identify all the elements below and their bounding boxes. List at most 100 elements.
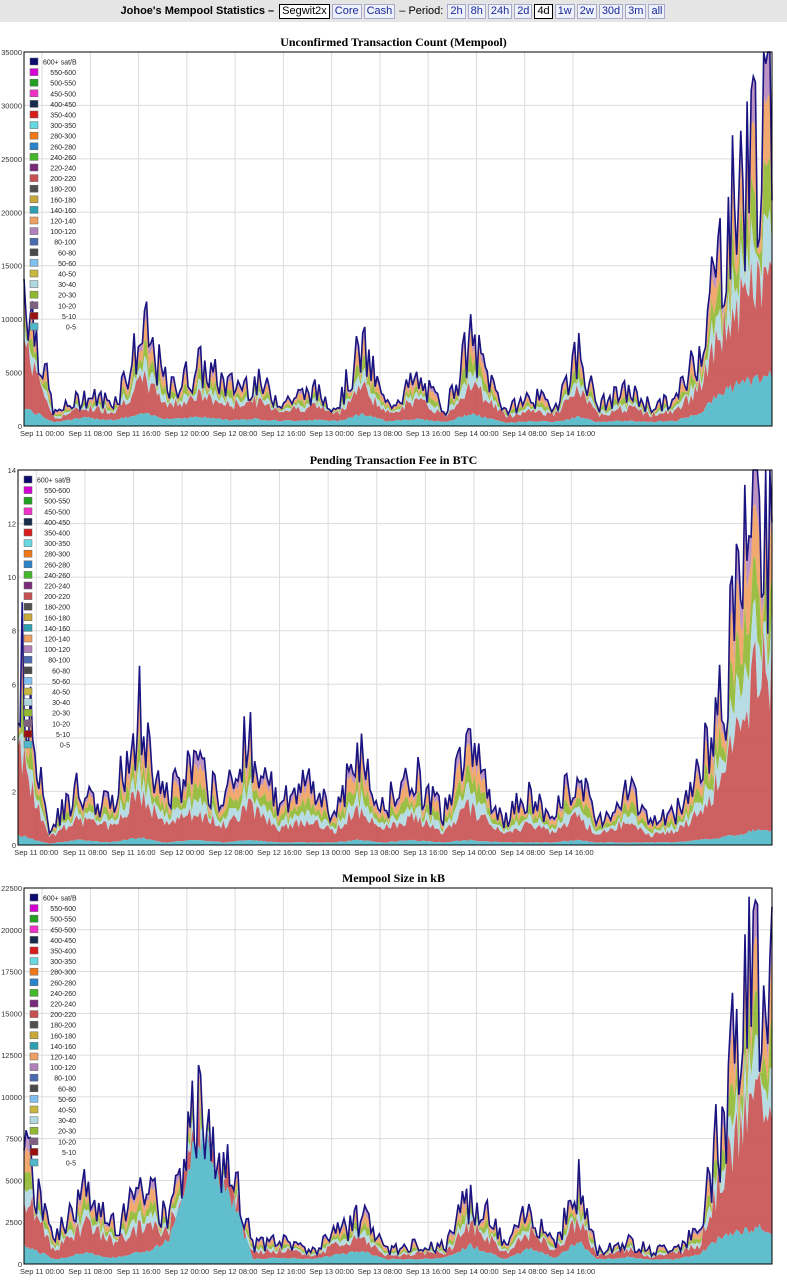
site-title: Johoe's Mempool Statistics – — [120, 5, 275, 17]
band-0-5 — [18, 829, 772, 845]
legend-swatch — [23, 634, 33, 643]
x-tick-label: Sep 12 16:00 — [261, 1267, 306, 1276]
legend-label: 0-5 — [66, 1161, 76, 1168]
legend-label: 280-300 — [50, 970, 76, 977]
legend-swatch — [23, 518, 33, 526]
legend-label: 550-600 — [50, 906, 76, 913]
x-tick-label: Sep 12 00:00 — [165, 429, 210, 438]
legend-swatch — [23, 624, 33, 632]
legend-swatch — [23, 677, 33, 685]
legend-swatch — [29, 174, 39, 182]
legend-label: 200-220 — [50, 176, 76, 183]
legend-swatch — [23, 613, 33, 622]
band-120-140 — [24, 93, 772, 417]
legend-swatch — [23, 730, 33, 738]
period-2d-button[interactable]: 2d — [514, 3, 533, 19]
band-120-140 — [18, 504, 772, 836]
period-24h-button[interactable]: 24h — [487, 3, 513, 19]
x-tick-label: Sep 12 08:00 — [213, 429, 258, 438]
x-tick-label: Sep 13 16:00 — [403, 848, 448, 857]
x-tick-label: Sep 13 00:00 — [306, 848, 351, 857]
x-tick-label: Sep 13 00:00 — [309, 1267, 354, 1276]
y-tick-label: 12 — [8, 520, 16, 529]
plot-frame — [23, 51, 773, 427]
period-4d-button[interactable]: 4d — [534, 3, 553, 19]
legend-swatch — [29, 237, 39, 246]
legend-swatch — [23, 592, 33, 600]
legend-label: 280-300 — [50, 134, 76, 141]
period-label: – Period: — [399, 5, 444, 17]
plot-frame — [23, 887, 773, 1265]
legend-swatch — [23, 655, 33, 664]
period-2w-button[interactable]: 2w — [576, 3, 597, 19]
period-2h-button[interactable]: 2h — [447, 3, 466, 19]
x-tick-label: Sep 14 00:00 — [452, 848, 497, 857]
legend-label: 600+ sat/B — [37, 478, 71, 485]
series-total-line — [17, 469, 773, 836]
legend-swatch — [23, 549, 33, 558]
legend-label: 0-5 — [66, 325, 76, 332]
band-200-220 — [24, 259, 772, 423]
legend-label: 100-120 — [50, 1065, 76, 1072]
period-8h-button[interactable]: 8h — [467, 3, 486, 19]
legend-swatch — [23, 560, 33, 569]
legend-swatch — [29, 1084, 39, 1093]
legend-label: 450-500 — [50, 927, 76, 934]
legend-label: 260-280 — [50, 980, 76, 987]
legend-swatch — [23, 687, 33, 696]
legend-label: 550-600 — [50, 70, 76, 77]
band-200-220 — [18, 629, 772, 844]
legend-label: 10-20 — [58, 303, 76, 310]
legend-label: 40-50 — [58, 1108, 76, 1115]
legend-label: 100-120 — [44, 647, 70, 654]
legend-swatch — [29, 78, 39, 87]
coin-segwit2x-button[interactable]: Segwit2x — [279, 3, 330, 19]
period-all-button[interactable]: all — [648, 3, 666, 19]
chart-canvas: 0 2 4 6 8 10 12 14 Sep 11 00:00 Sep 11 08:00 Sep 1… — [8, 466, 773, 857]
chart-title: Pending Transaction Fee in BTC — [309, 453, 478, 467]
coin-cash-button[interactable]: Cash — [363, 3, 396, 19]
x-tick-label: Sep 11 08:00 — [63, 848, 107, 857]
legend-label: 40-50 — [58, 272, 76, 279]
legend-label: 20-30 — [58, 1129, 76, 1136]
y-tick-label: 15000 — [1, 1009, 22, 1018]
legend-swatch — [23, 528, 33, 537]
y-tick-label: 2 — [12, 787, 16, 796]
legend-swatch — [29, 1158, 39, 1167]
x-tick-label: Sep 13 16:00 — [406, 1267, 451, 1276]
legend-swatch — [29, 131, 39, 140]
legend-label: 500-550 — [44, 499, 70, 506]
legend-swatch — [29, 1052, 39, 1061]
legend-swatch — [29, 1095, 39, 1103]
x-tick-label: Sep 11 08:00 — [68, 1267, 112, 1276]
period-1w-button[interactable]: 1w — [554, 3, 575, 19]
y-tick-label: 10 — [8, 573, 16, 582]
legend-label: 30-40 — [52, 700, 70, 707]
legend-swatch — [23, 645, 33, 653]
legend-label: 50-60 — [58, 1097, 76, 1104]
legend-label: 200-220 — [44, 594, 70, 601]
legend-label: 0-5 — [60, 743, 70, 750]
legend-label: 220-240 — [50, 1002, 76, 1009]
y-tick-label: 15000 — [1, 262, 22, 271]
legend-swatch — [29, 142, 39, 151]
legend-swatch — [29, 280, 39, 288]
legend-swatch — [29, 957, 39, 965]
legend-label: 400-450 — [50, 102, 76, 109]
legend-swatch — [23, 496, 33, 505]
period-30d-button[interactable]: 30d — [598, 3, 624, 19]
x-tick-label: Sep 12 08:00 — [209, 848, 254, 857]
coin-core-button[interactable]: Core — [331, 3, 362, 19]
legend-swatch — [29, 290, 39, 299]
x-tick-label: Sep 12 16:00 — [257, 848, 302, 857]
legend-swatch — [29, 163, 39, 172]
period-3m-button[interactable]: 3m — [625, 3, 647, 19]
legend-label: 260-280 — [50, 144, 76, 151]
legend-label: 40-50 — [52, 690, 70, 697]
band-20-30 — [24, 989, 772, 1258]
legend-swatch — [29, 925, 39, 934]
legend-label: 140-160 — [50, 1044, 76, 1051]
legend-swatch — [29, 227, 39, 235]
x-tick-label: Sep 14 16:00 — [551, 429, 596, 438]
legend-label: 350-400 — [44, 531, 70, 538]
